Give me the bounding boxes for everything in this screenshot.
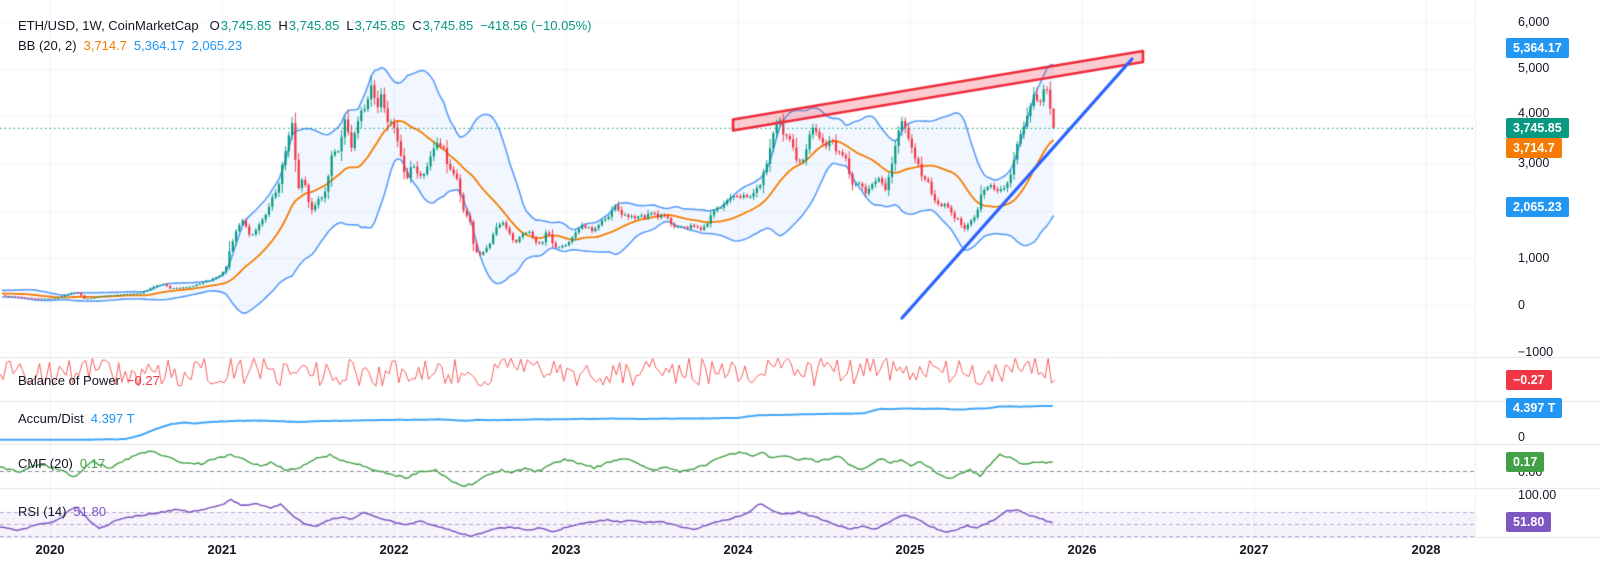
year-label: 2026 (1067, 542, 1097, 557)
price-badge: 51.80 (1506, 512, 1552, 532)
bb-basis-value: 3,714.7 (83, 38, 127, 53)
price-badge: 5,364.17 (1506, 38, 1569, 58)
price-tick-label: −1000 (1518, 345, 1554, 359)
price-tick-label: 0 (1518, 430, 1525, 444)
price-tick-label: 4,000 (1518, 106, 1550, 120)
rsi-value: 51.80 (73, 504, 106, 519)
ad-value: 4.397 T (90, 411, 135, 426)
year-label: 2023 (551, 542, 581, 557)
bop-label: Balance of Power (18, 373, 120, 388)
cmf-value: 0.17 (79, 456, 106, 471)
price-tick-label: 6,000 (1518, 15, 1550, 29)
close-value: C 3,745.85 (412, 18, 474, 33)
price-badge: −0.27 (1506, 370, 1552, 390)
bb-lower-value: 2,065.23 (191, 38, 243, 53)
bb-legend[interactable]: BB (20, 2) 3,714.7 5,364.17 2,065.23 (18, 38, 242, 53)
ad-legend[interactable]: Accum/Dist 4.397 T (18, 411, 135, 426)
year-label: 2021 (207, 542, 237, 557)
symbol-title: ETH/USD, 1W, CoinMarketCap (18, 18, 199, 33)
year-label: 2022 (379, 542, 409, 557)
price-tick-label: 1,000 (1518, 251, 1550, 265)
high-value: H 3,745.85 (278, 18, 340, 33)
price-badge: 3,714.7 (1506, 138, 1562, 158)
price-tick-label: 3,000 (1518, 156, 1550, 170)
low-value: L 3,745.85 (346, 18, 406, 33)
year-label: 2025 (895, 542, 925, 557)
open-value: O 3,745.85 (209, 18, 272, 33)
price-tick-label: 100.00 (1518, 488, 1557, 502)
year-label: 2020 (35, 542, 65, 557)
year-label: 2024 (723, 542, 753, 557)
cmf-legend[interactable]: CMF (20) 0.17 (18, 456, 105, 471)
price-tick-label: 5,000 (1518, 61, 1550, 75)
rsi-label: RSI (14) (18, 504, 67, 519)
price-badge: 4.397 T (1506, 398, 1563, 418)
price-badge: 2,065.23 (1506, 197, 1569, 217)
symbol-legend[interactable]: ETH/USD, 1W, CoinMarketCap O 3,745.85 H 3,… (18, 18, 592, 33)
price-tick-label: 0 (1518, 298, 1525, 312)
rsi-legend[interactable]: RSI (14) 51.80 (18, 504, 106, 519)
bop-legend[interactable]: Balance of Power −0.27 (18, 373, 160, 388)
year-label: 2028 (1411, 542, 1441, 557)
cmf-label: CMF (20) (18, 456, 73, 471)
price-badge: 3,745.85 (1506, 118, 1569, 138)
price-badge: 0.17 (1506, 452, 1545, 472)
ad-label: Accum/Dist (18, 411, 84, 426)
bop-value: −0.27 (126, 373, 160, 388)
bb-label: BB (20, 2) (18, 38, 77, 53)
change-value: −418.56 (−10.05%) (480, 18, 592, 33)
bb-upper-value: 5,364.17 (133, 38, 185, 53)
year-label: 2027 (1239, 542, 1269, 557)
